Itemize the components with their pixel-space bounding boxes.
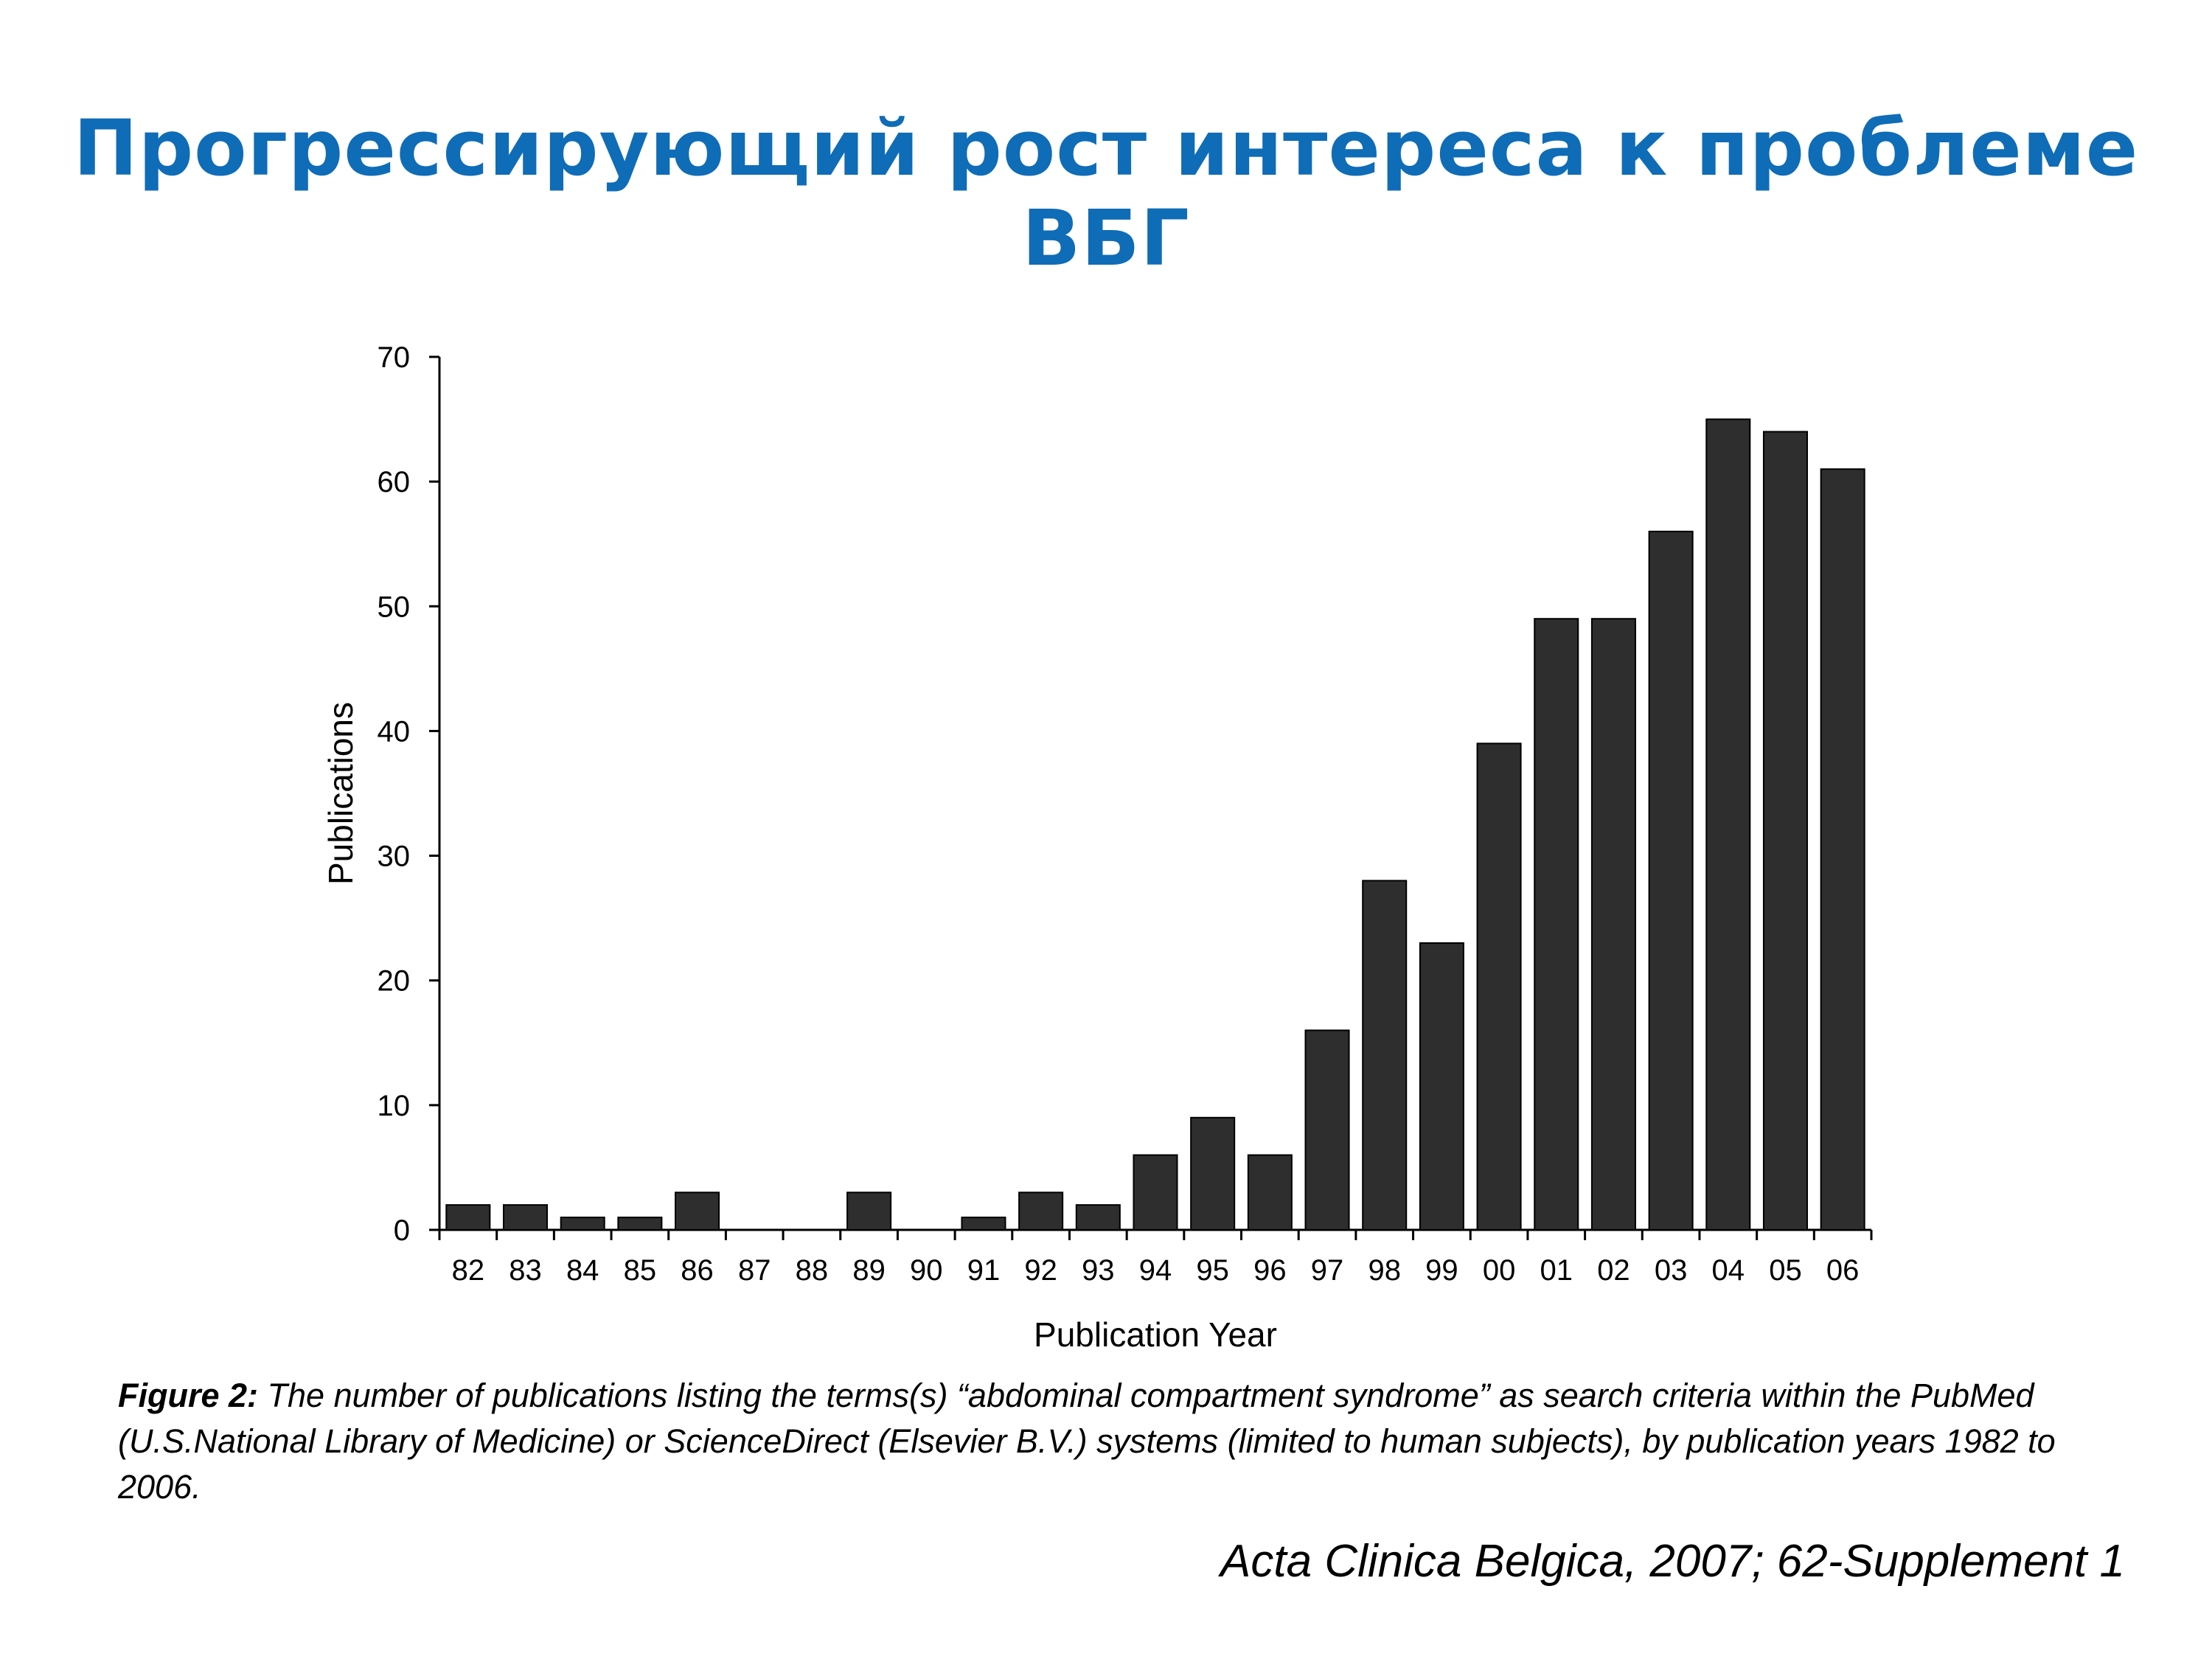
x-tick-label: 02 [1597,1254,1630,1287]
bar [1821,469,1865,1230]
caption-text: The number of publications listing the t… [118,1377,2056,1506]
bar [1478,743,1521,1230]
x-tick-label: 06 [1826,1254,1860,1287]
x-tick-label: 90 [910,1254,943,1287]
caption-label: Figure 2: [118,1377,258,1414]
x-tick-label: 89 [852,1254,886,1287]
x-tick-label: 05 [1769,1254,1802,1287]
x-tick-label: 99 [1425,1254,1458,1287]
x-tick-label: 95 [1196,1254,1229,1287]
bar [1764,431,1807,1230]
bar [1592,619,1635,1230]
x-tick-label: 86 [681,1254,714,1287]
bar [1306,1030,1349,1230]
bar [1248,1155,1292,1230]
y-axis-title: Publications [321,702,360,885]
bar [961,1217,1005,1230]
bar [1363,880,1406,1230]
bar [1420,943,1464,1230]
x-tick-label: 85 [624,1254,657,1287]
y-tick-label: 50 [378,591,411,623]
y-tick-label: 70 [378,341,411,374]
y-tick-label: 20 [378,965,411,998]
bar [1706,420,1750,1230]
bar [446,1205,490,1230]
bar [618,1217,661,1230]
x-tick-label: 87 [738,1254,771,1287]
y-tick-label: 30 [378,841,411,873]
x-tick-label: 94 [1139,1254,1172,1287]
x-tick-label: 04 [1712,1254,1745,1287]
x-tick-label: 98 [1368,1254,1401,1287]
x-tick-label: 00 [1483,1254,1516,1287]
x-axis-title: Publication Year [1034,1315,1277,1354]
y-tick-label: 10 [378,1090,411,1122]
bar [1191,1118,1234,1230]
figure-caption: Figure 2: The number of publications lis… [118,1373,2109,1510]
bar [675,1192,719,1230]
x-tick-label: 96 [1253,1254,1287,1287]
bar [1133,1155,1177,1230]
x-tick-label: 83 [509,1254,542,1287]
y-tick-label: 60 [378,466,411,498]
x-tick-label: 84 [566,1254,599,1287]
bar [1534,619,1578,1230]
x-tick-label: 97 [1311,1254,1344,1287]
x-tick-label: 93 [1082,1254,1115,1287]
x-tick-label: 88 [796,1254,829,1287]
y-tick-label: 0 [394,1214,410,1247]
bar [1649,532,1693,1230]
y-tick-label: 40 [378,715,411,748]
x-tick-label: 92 [1024,1254,1057,1287]
bar [1077,1205,1120,1230]
bar [1019,1192,1062,1230]
bar [561,1217,605,1230]
x-tick-label: 91 [967,1254,1001,1287]
bar [504,1205,547,1230]
x-tick-label: 82 [452,1254,485,1287]
x-tick-label: 03 [1655,1254,1688,1287]
citation: Acta Clinica Belgica, 2007; 62-Supplemen… [1220,1535,2125,1587]
bar [847,1192,891,1230]
x-tick-label: 01 [1540,1254,1573,1287]
